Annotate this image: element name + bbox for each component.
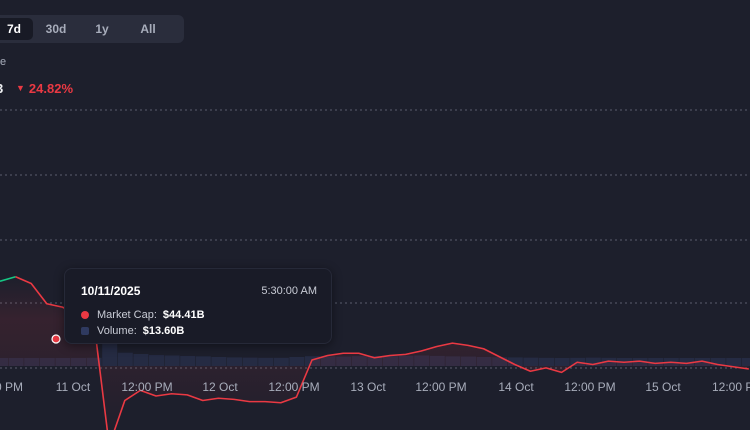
x-tick-label: 11 Oct (55, 380, 91, 394)
tab-7d[interactable]: 7d (0, 18, 33, 40)
volume-bar (180, 355, 196, 366)
volume-bar (195, 356, 211, 366)
volume-bar (726, 358, 742, 366)
market-cap-legend-dot (81, 311, 89, 319)
volume-bar (258, 357, 274, 366)
market-cap-area (0, 276, 749, 430)
volume-bar (289, 357, 305, 366)
tab-all[interactable]: All (140, 22, 156, 36)
tooltip-market-cap-value: $44.41B (162, 309, 205, 321)
volume-legend-dot (81, 327, 89, 335)
chart-tooltip: 10/11/2025 5:30:00 AM Market Cap: $44.41… (64, 268, 332, 344)
volume-bar (648, 358, 664, 366)
tooltip-date: 10/11/2025 (81, 284, 141, 298)
area-fill (0, 276, 749, 430)
market-cap-line-down (15, 276, 749, 430)
volume-bar (211, 357, 227, 366)
x-tick-label: 12:00 PM (415, 380, 467, 394)
hover-marker (51, 334, 61, 344)
market-cap-value: 3 (0, 81, 6, 96)
market-cap-stat: 3 ▼ 24.82% (0, 80, 73, 96)
time-range-tabs: 7d 30d 1y All (0, 15, 184, 43)
tab-30d[interactable]: 30d (45, 22, 67, 36)
volume-bar (149, 355, 164, 366)
volume-bar (117, 352, 133, 366)
x-tick-label: 12:00 PM (712, 380, 750, 394)
volume-bar (679, 358, 695, 366)
tab-1y[interactable]: 1y (95, 22, 109, 36)
tooltip-market-cap-row: Market Cap: $44.41B (81, 309, 205, 321)
x-tick-label: 12:00 PM (268, 380, 320, 394)
metric-label: e (0, 56, 6, 68)
volume-bar (164, 355, 180, 366)
volume-bar (507, 357, 523, 366)
tooltip-time: 5:30:00 AM (261, 285, 317, 297)
price-line (0, 275, 749, 430)
x-tick-label: 13 Oct (350, 380, 386, 394)
tooltip-volume-label: Volume: (97, 325, 137, 337)
x-tick-label: 15 Oct (645, 380, 681, 394)
volume-bar (523, 357, 539, 366)
x-tick-label: 12:00 PM (564, 380, 616, 394)
volume-bar (273, 357, 289, 366)
market-cap-line-up (0, 275, 16, 283)
hover-point (51, 334, 61, 344)
tooltip-volume-value: $13.60B (142, 325, 185, 337)
x-tick-label: 14 Oct (498, 380, 534, 394)
x-tick-label: 12 Oct (202, 380, 238, 394)
tooltip-market-cap-label: Market Cap: (97, 309, 157, 321)
change-percent: 24.82% (28, 80, 74, 96)
volume-bar (133, 354, 149, 366)
volume-bar (102, 336, 118, 366)
volume-bar (710, 358, 726, 366)
tooltip-volume-row: Volume: $13.60B (81, 325, 184, 337)
volume-bar (585, 357, 601, 366)
caret-down-icon: ▼ (16, 83, 25, 93)
volume-bar (242, 357, 258, 366)
volume-bar (539, 357, 554, 366)
volume-bar (554, 358, 570, 366)
volume-bar (741, 358, 750, 366)
change-badge: ▼ 24.82% (16, 81, 73, 96)
x-tick-label: 12:00 PM (121, 380, 173, 394)
x-tick-label: 12:00 PM (0, 380, 23, 394)
volume-bar (227, 357, 242, 366)
